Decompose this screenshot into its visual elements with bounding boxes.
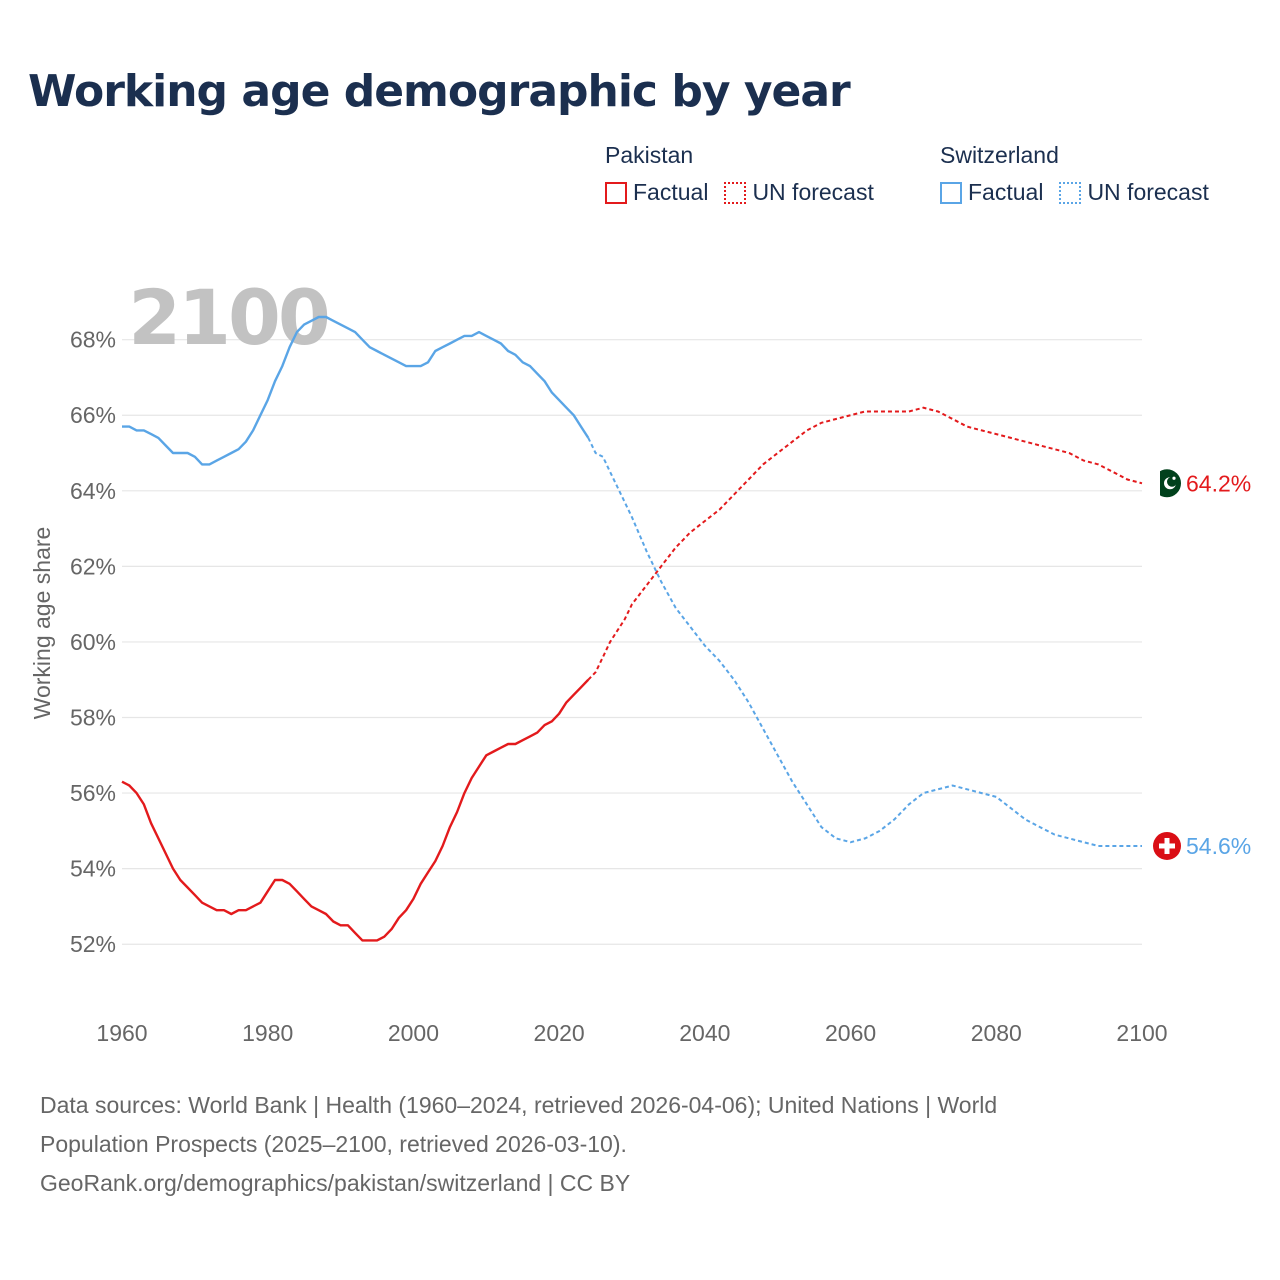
y-tick-label: 60% [70,629,116,655]
pakistan-end-value-label: 64.2% [1186,470,1251,496]
grid-lines [122,339,1142,945]
y-tick-label: 66% [70,402,116,428]
legend-group-pakistan: Pakistan Factual UN forecast [605,142,890,206]
legend-label-switzerland-factual: Factual [968,179,1044,205]
current-year-watermark: 2100 [128,273,328,362]
legend-swatch-switzerland-factual [940,181,962,204]
legend-swatch-pakistan-factual [605,181,627,204]
x-tick-label: 1960 [96,1020,147,1046]
series-lines [121,315,1143,942]
switzerland-factual-line[interactable] [122,315,590,466]
y-tick-label: 52% [70,931,116,957]
pakistan-flag-icon [1153,469,1181,498]
switzerland-flag-icon [1153,831,1181,860]
chart-title: Working age demographic by year [28,66,851,117]
y-tick-label: 56% [70,780,116,806]
y-tick-label: 68% [70,327,116,353]
switzerland-end-value-label: 54.6% [1186,833,1251,859]
x-tick-label: 2020 [534,1020,585,1046]
x-tick-label: 2040 [679,1020,730,1046]
y-axis-label: Working age share [29,527,55,720]
pakistan-forecast-line[interactable] [587,406,1143,681]
footer-sources-line-1: Data sources: World Bank | Health (1960–… [40,1092,998,1118]
x-tick-label: 2000 [388,1020,439,1046]
legend-group-switzerland: Switzerland Factual UN forecast [940,142,1225,206]
legend-item-switzerland-forecast[interactable]: UN forecast [1059,179,1209,206]
footer-sources-line-2: Population Prospects (2025–2100, retriev… [40,1131,627,1157]
x-tick-label: 2080 [971,1020,1022,1046]
chart-footer: Data sources: World Bank | Health (1960–… [40,1086,1240,1203]
x-axis-ticks: 1960 1980 2000 2020 2040 2060 2080 2100 [96,1020,1167,1046]
legend-label-switzerland-forecast: UN forecast [1087,179,1209,205]
legend-item-pakistan-forecast[interactable]: UN forecast [724,179,874,206]
legend-swatch-switzerland-forecast [1059,181,1082,204]
y-tick-label: 58% [70,705,116,731]
x-tick-label: 1980 [242,1020,293,1046]
x-tick-label: 2100 [1116,1020,1167,1046]
switzerland-forecast-line[interactable] [587,437,1142,847]
legend-heading-pakistan: Pakistan [605,142,694,168]
y-axis-ticks: 52% 54% 56% 58% 60% 62% 64% 66% 68% [70,327,116,958]
line-chart: 2100 52% 54% 56% 58% 60% 62% 64% 66% 68% 1960 198… [29,273,1251,1046]
x-tick-label: 2060 [825,1020,876,1046]
legend-label-pakistan-factual: Factual [633,179,709,205]
y-tick-label: 54% [70,856,116,882]
end-markers: 64.2% 54.6% [1153,469,1251,860]
pakistan-factual-line[interactable] [121,678,590,942]
legend-item-pakistan-factual[interactable]: Factual [605,179,708,206]
footer-attribution[interactable]: GeoRank.org/demographics/pakistan/switze… [40,1170,631,1196]
legend-swatch-pakistan-forecast [724,181,747,204]
legend-heading-switzerland: Switzerland [940,142,1059,168]
legend-label-pakistan-forecast: UN forecast [752,179,874,205]
legend-item-switzerland-factual[interactable]: Factual [940,179,1043,206]
y-tick-label: 62% [70,553,116,579]
y-tick-label: 64% [70,478,116,504]
